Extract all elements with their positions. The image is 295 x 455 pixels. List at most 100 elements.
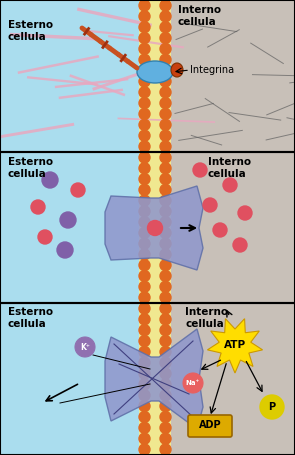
Circle shape [139, 98, 150, 109]
Ellipse shape [137, 61, 173, 83]
Circle shape [139, 422, 150, 433]
Circle shape [260, 395, 284, 419]
Circle shape [139, 379, 150, 390]
Text: Interno
cellula: Interno cellula [178, 5, 221, 26]
Circle shape [233, 238, 247, 252]
Circle shape [160, 173, 171, 185]
Bar [171, 0, 295, 152]
Circle shape [160, 98, 171, 109]
Circle shape [160, 368, 171, 379]
Bar [171, 152, 295, 303]
Circle shape [160, 43, 171, 55]
Circle shape [160, 379, 171, 390]
Circle shape [139, 249, 150, 260]
Circle shape [139, 368, 150, 379]
Circle shape [160, 141, 171, 152]
Circle shape [238, 206, 252, 220]
Circle shape [139, 238, 150, 249]
Circle shape [160, 314, 171, 325]
FancyBboxPatch shape [188, 415, 232, 437]
Circle shape [139, 0, 150, 11]
Bar [0, 303, 139, 455]
Circle shape [160, 33, 171, 44]
Circle shape [42, 172, 58, 188]
Circle shape [160, 119, 171, 130]
Circle shape [139, 87, 150, 98]
Circle shape [160, 444, 171, 455]
Circle shape [139, 281, 150, 292]
Circle shape [139, 152, 150, 163]
Circle shape [60, 212, 76, 228]
Text: Esterno
cellula: Esterno cellula [8, 157, 53, 179]
Text: K⁺: K⁺ [80, 343, 90, 352]
Bar [0, 152, 139, 303]
Circle shape [139, 11, 150, 22]
Text: Esterno
cellula: Esterno cellula [8, 307, 53, 329]
Circle shape [160, 238, 171, 249]
Text: Interno
cellula: Interno cellula [208, 157, 251, 179]
Circle shape [160, 433, 171, 444]
Polygon shape [207, 318, 263, 373]
Circle shape [160, 390, 171, 401]
Text: Na⁺: Na⁺ [186, 380, 200, 386]
Circle shape [160, 206, 171, 217]
Text: Esterno
cellula: Esterno cellula [8, 20, 53, 41]
Circle shape [160, 0, 171, 11]
Circle shape [139, 173, 150, 185]
Circle shape [160, 76, 171, 87]
Circle shape [139, 195, 150, 206]
Circle shape [160, 130, 171, 141]
Circle shape [139, 303, 150, 314]
Circle shape [139, 335, 150, 347]
Text: Interno
cellula: Interno cellula [185, 307, 228, 329]
Circle shape [139, 76, 150, 87]
Circle shape [139, 206, 150, 217]
Circle shape [139, 325, 150, 336]
Circle shape [160, 217, 171, 228]
Circle shape [139, 130, 150, 141]
Bar [0, 0, 295, 152]
Circle shape [160, 335, 171, 347]
Circle shape [160, 346, 171, 357]
Circle shape [139, 43, 150, 55]
Circle shape [139, 65, 150, 76]
Circle shape [139, 217, 150, 228]
Circle shape [148, 221, 163, 236]
Polygon shape [105, 186, 203, 270]
Circle shape [160, 325, 171, 336]
Circle shape [139, 22, 150, 33]
Circle shape [139, 33, 150, 44]
Circle shape [213, 223, 227, 237]
Circle shape [160, 270, 171, 282]
Circle shape [183, 373, 203, 393]
Circle shape [139, 141, 150, 152]
Circle shape [160, 22, 171, 33]
Circle shape [139, 54, 150, 65]
Text: ADP: ADP [199, 420, 221, 430]
Circle shape [139, 108, 150, 120]
Circle shape [139, 314, 150, 325]
Circle shape [160, 411, 171, 422]
Circle shape [160, 163, 171, 174]
Circle shape [31, 200, 45, 214]
Circle shape [139, 400, 150, 412]
Bar [0, 152, 295, 303]
Circle shape [203, 198, 217, 212]
Text: Integrina: Integrina [190, 65, 234, 75]
Bar [139, 152, 171, 303]
Circle shape [160, 400, 171, 412]
Circle shape [160, 260, 171, 271]
Circle shape [71, 183, 85, 197]
Circle shape [139, 163, 150, 174]
Circle shape [139, 390, 150, 401]
Bar [0, 303, 295, 455]
Circle shape [139, 184, 150, 195]
Circle shape [139, 292, 150, 303]
Circle shape [160, 87, 171, 98]
Bar [139, 303, 171, 455]
Bar [139, 0, 171, 152]
Circle shape [160, 281, 171, 292]
Text: P: P [268, 402, 276, 412]
Circle shape [160, 11, 171, 22]
Circle shape [139, 260, 150, 271]
